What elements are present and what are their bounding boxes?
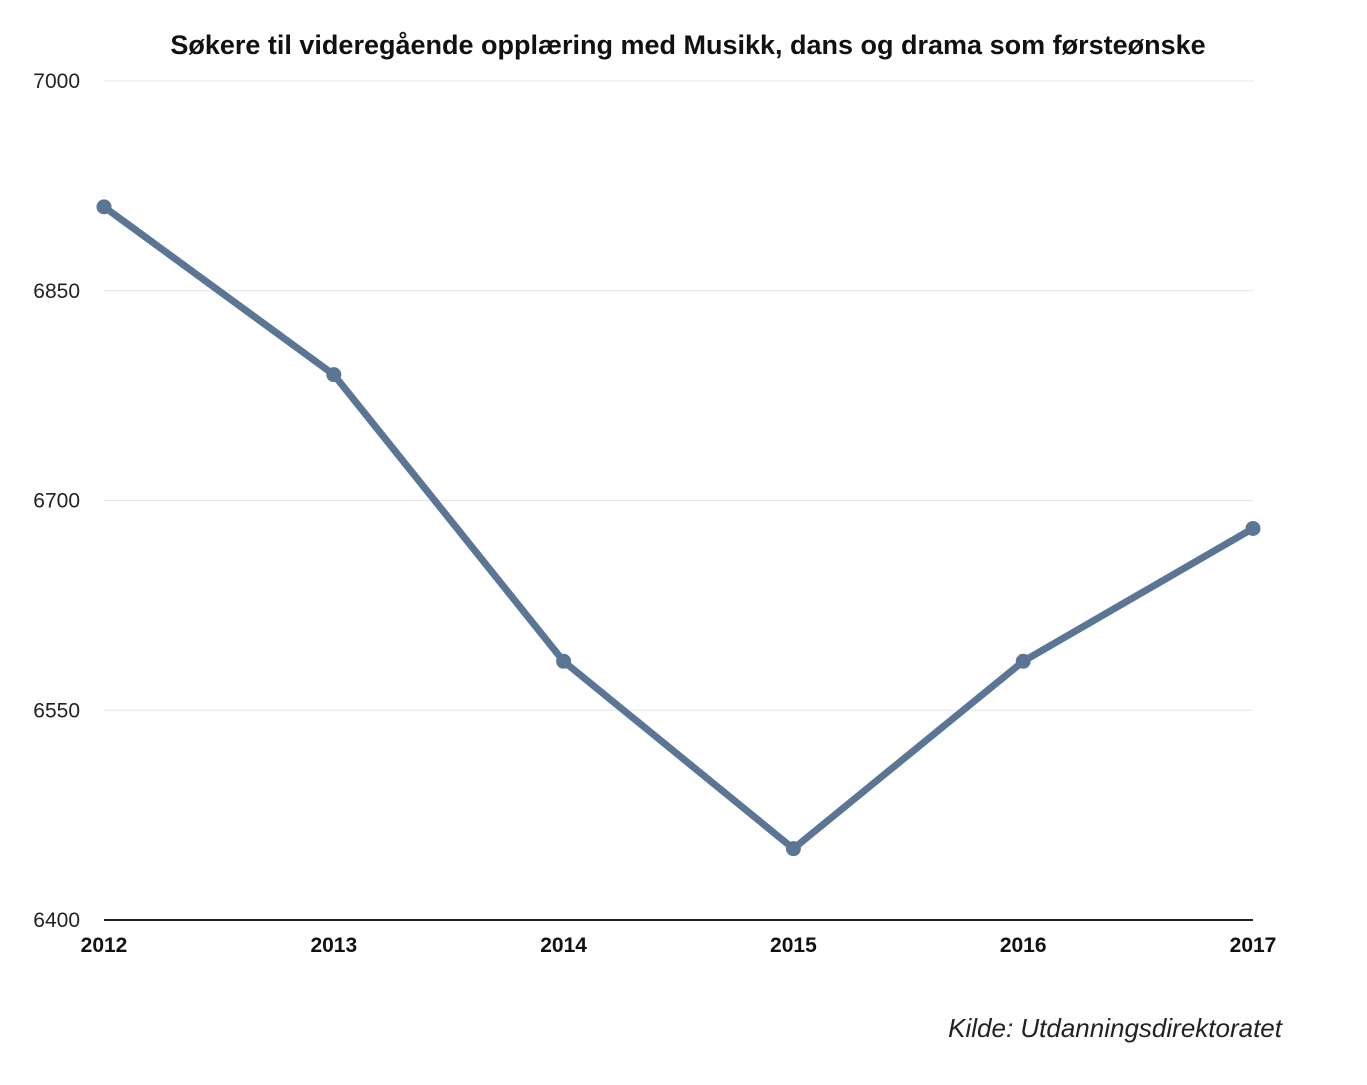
data-point-2017 <box>1245 520 1261 536</box>
x-tick-label-2015: 2015 <box>770 934 817 957</box>
data-point-2016 <box>1015 653 1031 669</box>
data-point-2013 <box>326 367 342 383</box>
y-tick-label-6700: 6700 <box>33 490 80 513</box>
chart-title: Søkere til videregående opplæring med Mu… <box>170 30 1205 60</box>
data-point-2014 <box>556 653 572 669</box>
series-line-0 <box>100 203 1257 853</box>
gridlines <box>104 80 1253 921</box>
y-tick-label-6400: 6400 <box>33 909 80 932</box>
x-tick-label-2013: 2013 <box>310 934 357 957</box>
source-note: Kilde: Utdanningsdirektoratet <box>948 1013 1284 1043</box>
x-tick-label-2012: 2012 <box>81 934 128 957</box>
series-layer <box>96 199 1261 857</box>
data-point-2012 <box>96 199 112 215</box>
y-tick-label-6850: 6850 <box>33 280 80 303</box>
data-point-2015 <box>785 841 801 857</box>
y-axis-tick-labels: 6400 6550 6700 6850 7000 <box>33 70 80 932</box>
y-tick-label-7000: 7000 <box>33 70 80 93</box>
x-tick-label-2014: 2014 <box>540 934 587 957</box>
x-tick-label-2016: 2016 <box>1000 934 1047 957</box>
y-tick-label-6550: 6550 <box>33 699 80 722</box>
x-tick-label-2017: 2017 <box>1230 934 1277 957</box>
x-axis-tick-labels: 2012 2013 2014 2015 2016 2017 <box>81 934 1277 957</box>
